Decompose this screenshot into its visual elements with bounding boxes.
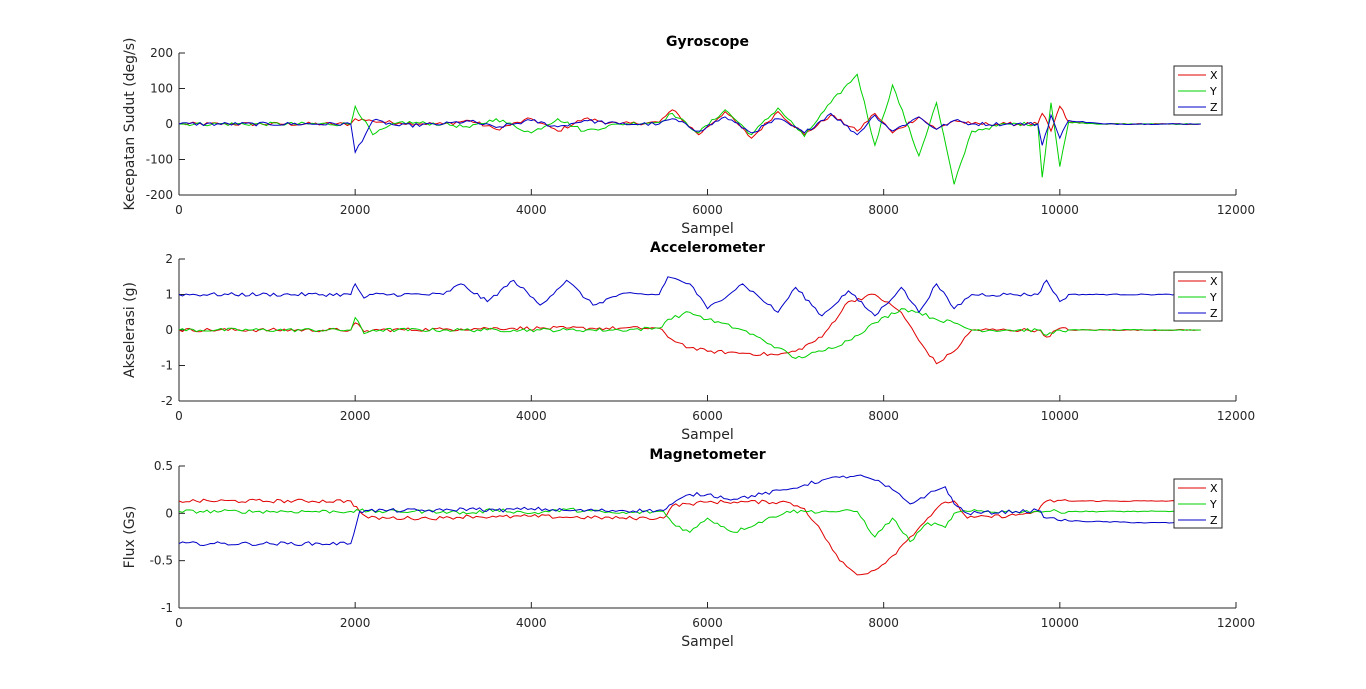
chart-title: Gyroscope — [666, 34, 749, 50]
legend: XYZ — [1173, 271, 1223, 322]
y-axis-label: Flux (Gs) — [122, 506, 138, 569]
series-line-x — [178, 498, 1201, 576]
x-tick-label: 6000 — [692, 203, 723, 217]
x-axis-label: Sampel — [681, 634, 734, 650]
legend-label-z: Z — [1210, 101, 1218, 114]
x-tick-label: 6000 — [692, 616, 723, 630]
x-tick-label: 2000 — [340, 616, 371, 630]
legend-label-x: X — [1210, 482, 1218, 495]
y-tick-label: 1 — [165, 288, 173, 302]
legend-label-y: Y — [1209, 291, 1217, 304]
x-tick-label: 0 — [175, 616, 183, 630]
y-tick-label: 2 — [165, 252, 173, 266]
x-tick-label: 4000 — [516, 203, 547, 217]
y-tick-label: 0.5 — [154, 459, 173, 473]
x-tick-label: 10000 — [1041, 616, 1079, 630]
legend-label-x: X — [1210, 275, 1218, 288]
x-tick-label: 0 — [175, 409, 183, 423]
y-tick-label: -1 — [161, 359, 173, 373]
x-tick-label: 8000 — [868, 203, 899, 217]
legend-label-z: Z — [1210, 514, 1218, 527]
y-tick-label: -200 — [146, 188, 173, 202]
x-tick-label: 10000 — [1041, 203, 1079, 217]
y-tick-label: 0 — [165, 506, 173, 520]
x-tick-label: 6000 — [692, 409, 723, 423]
subplot-accelerometer: 0 2000 4000 6000 8000 10000 12000 -2 -1 0 1 2 Accele… — [122, 240, 1255, 443]
series-line-z — [178, 474, 1201, 547]
x-tick-label: 12000 — [1217, 616, 1255, 630]
legend-label-x: X — [1210, 69, 1218, 82]
legend: XYZ — [1173, 65, 1223, 116]
legend: XYZ — [1173, 478, 1223, 529]
x-tick-label: 2000 — [340, 409, 371, 423]
y-axis-label: Kecepatan Sudut (deg/s) — [122, 37, 138, 210]
x-tick-label: 12000 — [1217, 203, 1255, 217]
subplot-magnetometer: 0 2000 4000 6000 8000 10000 12000 -1 -0.5 0 0.5 Mag… — [122, 447, 1255, 650]
y-tick-label: 100 — [150, 82, 173, 96]
x-tick-label: 4000 — [516, 616, 547, 630]
y-axis-label: Akselerasi (g) — [122, 282, 138, 378]
legend-label-y: Y — [1209, 498, 1217, 511]
y-tick-label: 200 — [150, 46, 173, 60]
y-tick-label: 0 — [165, 117, 173, 131]
chart-title: Accelerometer — [650, 240, 765, 256]
x-axis-label: Sampel — [681, 427, 734, 443]
series-line-y — [178, 308, 1201, 359]
y-tick-label: -2 — [161, 394, 173, 408]
x-tick-label: 12000 — [1217, 409, 1255, 423]
x-tick-label: 10000 — [1041, 409, 1079, 423]
series-line-z — [178, 112, 1201, 155]
y-tick-label: 0 — [165, 323, 173, 337]
series-line-z — [178, 276, 1201, 317]
y-tick-label: -1 — [161, 601, 173, 615]
y-tick-label: -100 — [146, 153, 173, 167]
subplot-gyroscope: 0 2000 4000 6000 8000 10000 12000 -200 -100 0 100 2… — [122, 34, 1255, 237]
y-tick-label: -0.5 — [150, 554, 173, 568]
x-tick-label: 8000 — [868, 409, 899, 423]
x-tick-label: 2000 — [340, 203, 371, 217]
x-tick-label: 8000 — [868, 616, 899, 630]
chart-title: Magnetometer — [649, 447, 765, 463]
x-tick-label: 4000 — [516, 409, 547, 423]
legend-label-y: Y — [1209, 85, 1217, 98]
x-tick-label: 0 — [175, 203, 183, 217]
x-axis-label: Sampel — [681, 221, 734, 237]
legend-label-z: Z — [1210, 307, 1218, 320]
